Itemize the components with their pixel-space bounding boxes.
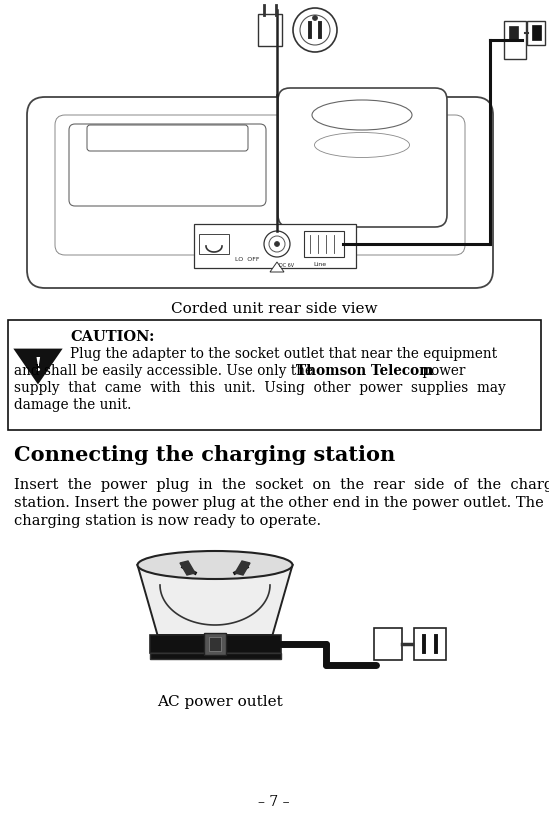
Polygon shape xyxy=(235,561,250,575)
Circle shape xyxy=(300,15,330,45)
FancyBboxPatch shape xyxy=(87,125,248,151)
Bar xyxy=(209,637,221,651)
Circle shape xyxy=(269,236,285,252)
Text: damage the unit.: damage the unit. xyxy=(14,398,131,412)
FancyBboxPatch shape xyxy=(527,21,545,45)
Text: Insert  the  power  plug  in  the  socket  on  the  rear  side  of  the  chargin: Insert the power plug in the socket on t… xyxy=(14,478,549,492)
Bar xyxy=(149,653,281,659)
FancyBboxPatch shape xyxy=(55,115,465,255)
FancyBboxPatch shape xyxy=(258,14,282,46)
FancyBboxPatch shape xyxy=(27,97,493,288)
FancyBboxPatch shape xyxy=(531,25,541,40)
Text: charging station is now ready to operate.: charging station is now ready to operate… xyxy=(14,514,321,528)
Bar xyxy=(204,633,226,655)
FancyBboxPatch shape xyxy=(69,124,266,206)
FancyBboxPatch shape xyxy=(8,320,541,430)
FancyBboxPatch shape xyxy=(504,21,526,59)
Text: LO  OFF: LO OFF xyxy=(235,257,260,262)
FancyBboxPatch shape xyxy=(199,234,229,254)
Circle shape xyxy=(293,8,337,52)
Text: !: ! xyxy=(33,357,42,375)
Text: Plug the adapter to the socket outlet that near the equipment: Plug the adapter to the socket outlet th… xyxy=(70,347,497,361)
Ellipse shape xyxy=(137,551,293,579)
Circle shape xyxy=(274,242,279,247)
Text: – 7 –: – 7 – xyxy=(258,795,290,809)
FancyBboxPatch shape xyxy=(508,26,518,39)
Text: supply  that  came  with  this  unit.  Using  other  power  supplies  may: supply that came with this unit. Using o… xyxy=(14,381,506,395)
Polygon shape xyxy=(16,350,60,382)
Polygon shape xyxy=(137,565,293,635)
Circle shape xyxy=(264,231,290,257)
Ellipse shape xyxy=(312,100,412,130)
Text: DC 6V: DC 6V xyxy=(279,263,294,268)
Text: Thomson Telecom: Thomson Telecom xyxy=(296,364,434,378)
Text: station. Insert the power plug at the other end in the power outlet. The: station. Insert the power plug at the ot… xyxy=(14,496,544,510)
Text: Corded unit rear side view: Corded unit rear side view xyxy=(171,302,377,316)
FancyBboxPatch shape xyxy=(304,231,344,257)
Text: Connecting the charging station: Connecting the charging station xyxy=(14,445,395,465)
Circle shape xyxy=(312,16,317,21)
FancyBboxPatch shape xyxy=(194,224,356,268)
Bar xyxy=(149,635,281,653)
Text: Line: Line xyxy=(313,262,327,267)
Ellipse shape xyxy=(315,132,410,158)
Text: AC power outlet: AC power outlet xyxy=(157,695,283,709)
Bar xyxy=(373,628,401,660)
Text: power: power xyxy=(418,364,466,378)
FancyBboxPatch shape xyxy=(278,88,447,227)
Text: and shall be easily accessible. Use only the: and shall be easily accessible. Use only… xyxy=(14,364,317,378)
Polygon shape xyxy=(180,561,195,575)
Text: CAUTION:: CAUTION: xyxy=(70,330,154,344)
Bar xyxy=(413,628,445,660)
Polygon shape xyxy=(270,262,284,272)
